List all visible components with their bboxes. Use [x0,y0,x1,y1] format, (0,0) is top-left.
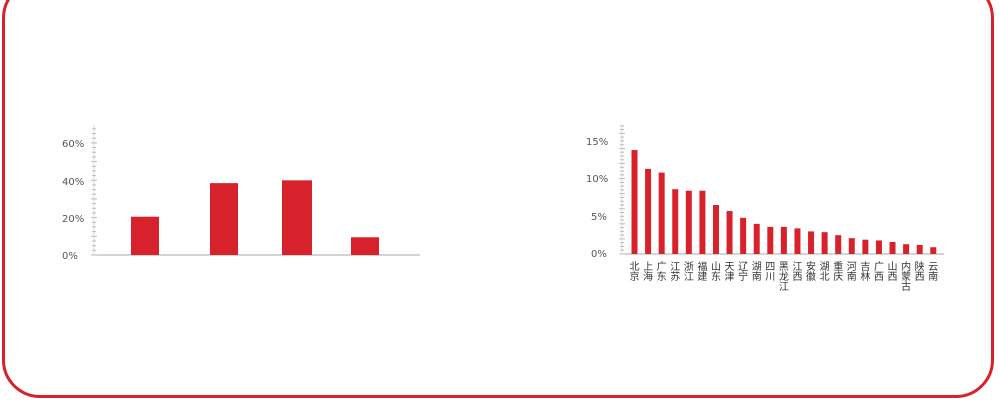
x-category-label: 北京 [630,261,640,283]
x-category-label: 湖南 [752,261,762,283]
x-category-label: 上海 [643,261,653,283]
x-category-label: 江西 [792,261,802,283]
bar [848,238,855,254]
bar [210,183,238,255]
bar [875,240,882,254]
y-tick-label: 20% [62,214,84,225]
x-category-label: 江苏 [670,261,680,283]
bar [835,235,842,254]
bar [780,226,787,254]
x-category-label: 云南 [928,262,938,283]
x-category-label: 内蒙古 [901,260,911,293]
y-tick-label: 5% [591,212,607,223]
x-category-label: 四川 [765,262,775,283]
bar [685,190,692,254]
bar [767,226,774,254]
chart-right: 0% 5% 10% 15% 北京上海广东江苏浙江福建山东天津辽宁湖南四川黑龙江江… [586,125,944,293]
bar [903,244,910,254]
x-category-label: 湖北 [820,261,830,283]
bar [862,239,869,254]
bar [131,216,159,255]
bar [726,211,733,254]
x-category-label: 浙江 [684,261,694,283]
bar [930,247,937,254]
bar [282,180,312,255]
x-category-label: 山西 [888,261,898,283]
bar [658,172,665,254]
y-tick-label: 0% [62,251,78,262]
x-category-label: 重庆 [833,260,843,283]
bar [794,228,801,254]
x-category-label: 辽宁 [738,261,748,283]
x-category-label: 山东 [711,261,721,283]
x-category-label: 广东 [657,261,667,283]
x-category-label: 黑龙江 [779,261,789,293]
bar [916,244,923,254]
x-category-label: 天津 [725,262,735,283]
card-frame [2,0,994,398]
x-category-label: 陕西 [915,260,925,283]
bar [740,217,747,254]
bar [821,232,828,254]
x-category-label: 广西 [874,261,884,283]
x-category-label: 安徽 [806,260,816,283]
bar [753,223,760,254]
bar [889,241,896,254]
bar [351,237,379,255]
x-category-label: 福建 [697,260,707,283]
bar [808,231,815,254]
bar [672,189,679,254]
y-tick-label: 40% [62,177,84,188]
x-category-label: 河南 [847,261,857,283]
bar [645,168,652,254]
x-category-label: 吉林 [860,261,870,283]
bar [712,205,719,254]
chart-left: 0% 20% 40% 60% [62,125,420,262]
y-tick-label: 60% [62,139,84,150]
bar [699,190,706,254]
bar [631,150,638,254]
y-tick-label: 15% [586,137,608,148]
y-tick-label: 10% [586,174,608,185]
y-tick-label: 0% [591,249,607,260]
